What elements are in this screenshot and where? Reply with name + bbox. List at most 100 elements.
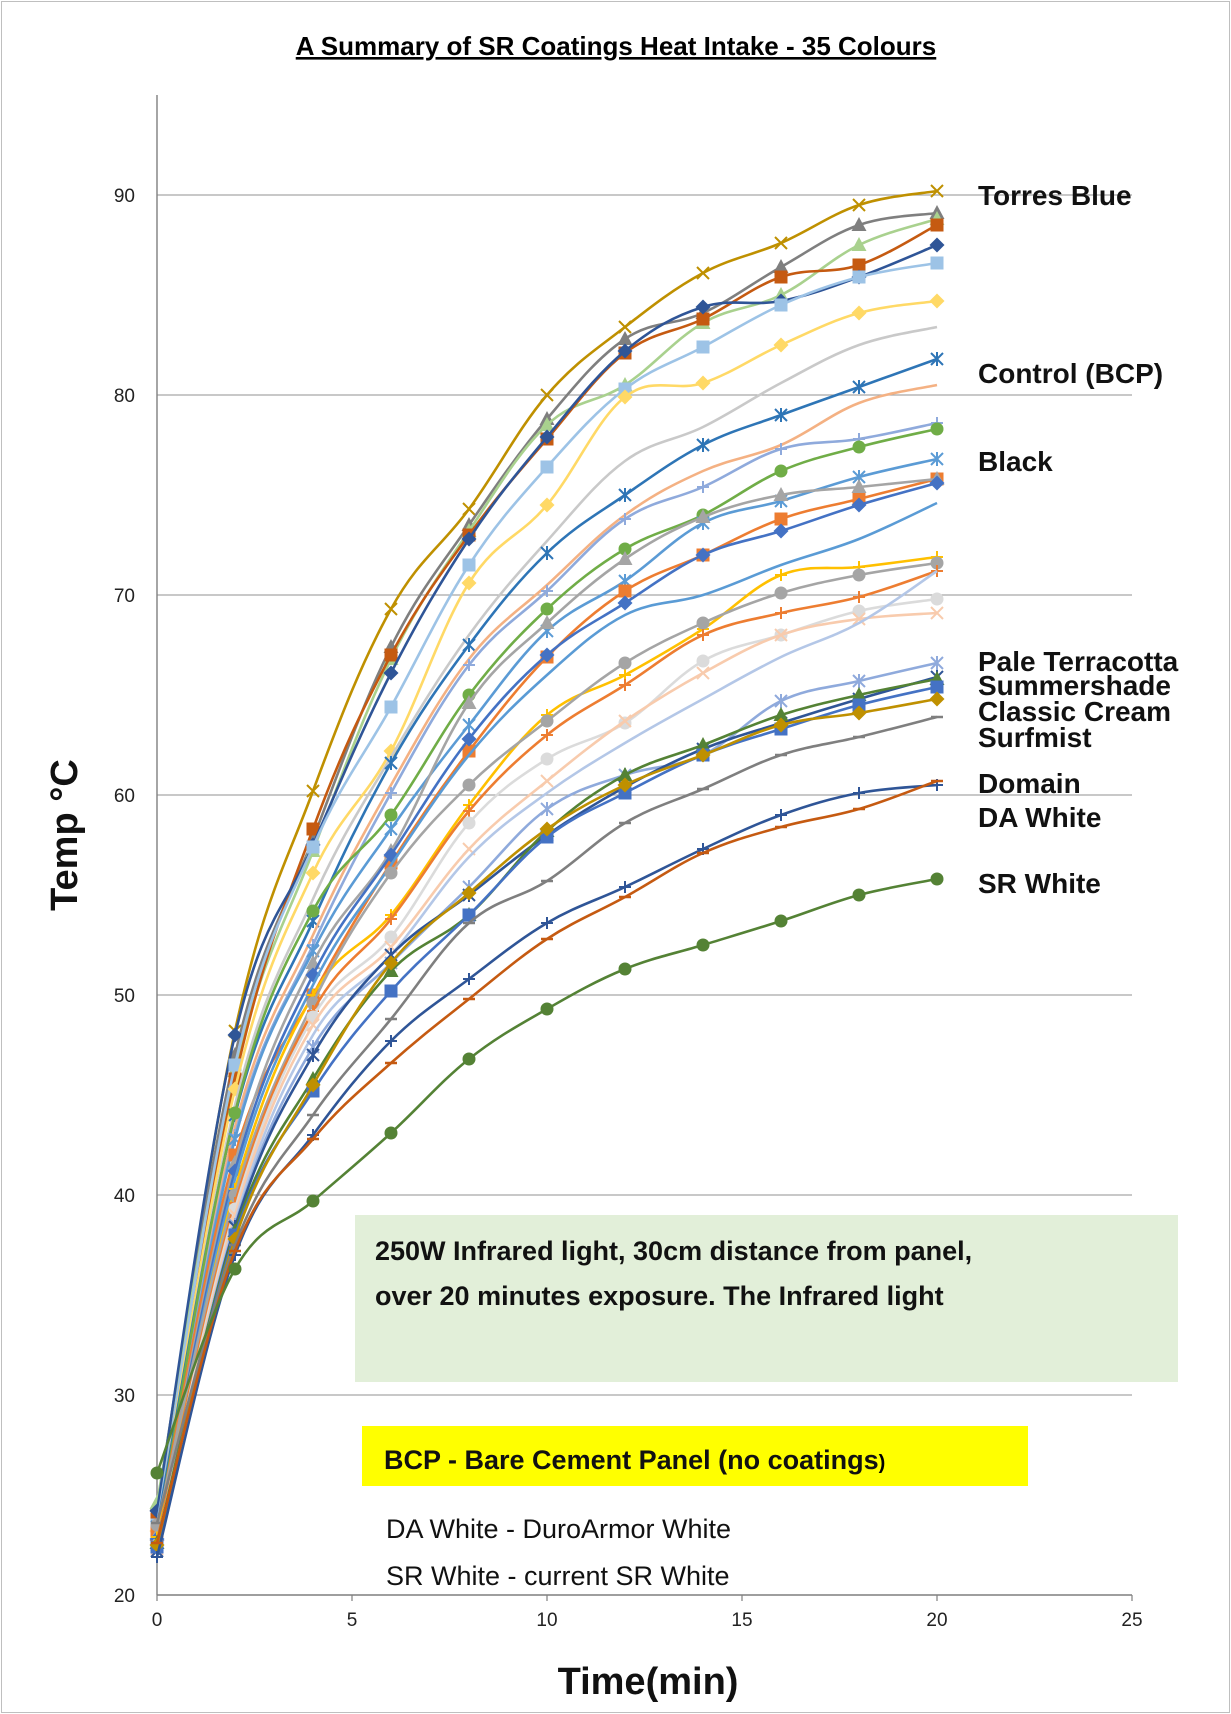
data-point (617, 551, 633, 565)
data-point (540, 388, 554, 402)
series-label: SR White (978, 868, 1101, 899)
data-point (540, 774, 554, 788)
data-point (384, 756, 398, 770)
data-point (540, 460, 554, 474)
y-tick-label: 20 (114, 1586, 135, 1607)
data-point (151, 1551, 163, 1563)
data-point (852, 568, 866, 582)
data-point (385, 1035, 397, 1047)
data-point (774, 464, 788, 478)
data-point (775, 443, 787, 455)
data-point (540, 714, 554, 728)
data-point (462, 502, 476, 516)
series-line (155, 501, 938, 1544)
data-point (929, 475, 945, 491)
data-point (384, 866, 398, 880)
data-point (929, 691, 945, 707)
data-point (617, 595, 633, 611)
data-point (697, 629, 709, 641)
data-point (851, 217, 867, 231)
data-point (695, 737, 711, 751)
data-point (853, 591, 865, 603)
data-point (852, 198, 866, 212)
data-point (539, 647, 555, 663)
data-point (462, 744, 476, 758)
x-tick-label: 15 (731, 1610, 752, 1631)
data-point (775, 569, 787, 581)
series-label: Domain (978, 768, 1081, 799)
series-label: Summershade (978, 670, 1171, 701)
data-point (696, 340, 710, 354)
data-point (930, 556, 944, 570)
data-point (852, 888, 866, 902)
data-point (306, 904, 320, 918)
y-tick-label: 70 (114, 586, 135, 607)
legend-line-da-white: DA White - DuroArmor White (386, 1514, 731, 1544)
data-point (305, 865, 321, 881)
data-point (618, 542, 632, 556)
series-32 (150, 872, 944, 1480)
data-point (617, 331, 633, 345)
data-point (696, 312, 710, 326)
data-point (930, 422, 944, 436)
y-tick-label: 40 (114, 1186, 135, 1207)
data-point (306, 840, 320, 854)
data-point (774, 270, 788, 284)
data-point (696, 666, 710, 680)
data-point (930, 872, 944, 886)
data-point (541, 585, 553, 597)
data-point (462, 816, 476, 830)
series-18 (151, 551, 943, 1543)
data-point (541, 917, 553, 929)
legend-line-sr-white: SR White - current SR White (386, 1561, 730, 1591)
data-point (539, 417, 555, 431)
series-label: Black (978, 446, 1053, 477)
data-point (619, 881, 631, 893)
data-point (929, 293, 945, 309)
data-point (463, 805, 475, 817)
data-point (695, 509, 711, 523)
data-point (618, 320, 632, 334)
data-point (775, 809, 787, 821)
data-point (852, 604, 866, 618)
data-point (150, 1466, 164, 1480)
axes (156, 95, 1132, 1596)
series-8 (155, 325, 938, 1536)
data-point (228, 1262, 242, 1276)
y-tick-label: 90 (114, 186, 135, 207)
data-point (306, 822, 320, 836)
data-point (697, 481, 709, 493)
series-23 (155, 569, 938, 1552)
series-label: Surfmist (978, 722, 1092, 753)
series-29 (151, 715, 943, 1525)
data-point (461, 695, 477, 709)
series-line (155, 325, 938, 1536)
series-17 (155, 501, 938, 1544)
data-point (539, 821, 555, 837)
series-label: DA White (978, 802, 1101, 833)
data-point (462, 908, 476, 922)
data-point (929, 237, 945, 253)
data-point (696, 266, 710, 280)
data-point (775, 607, 787, 619)
data-point (462, 1052, 476, 1066)
series-group (149, 184, 945, 1563)
data-point (384, 700, 398, 714)
y-tick-label: 80 (114, 386, 135, 407)
data-point (696, 616, 710, 630)
x-tick-label: 25 (1121, 1610, 1142, 1631)
data-point (774, 694, 788, 708)
data-point (305, 1077, 321, 1093)
data-point (539, 615, 555, 629)
series-31 (151, 779, 943, 1545)
data-point (384, 822, 398, 836)
data-point (851, 687, 867, 701)
x-axis-label: Time(min) (558, 1661, 739, 1703)
data-point (852, 440, 866, 454)
data-point (617, 767, 633, 781)
x-tick-label: 20 (926, 1610, 947, 1631)
data-point (618, 584, 632, 598)
series-label: Pale Terracotta (978, 646, 1179, 677)
data-point (930, 606, 944, 620)
